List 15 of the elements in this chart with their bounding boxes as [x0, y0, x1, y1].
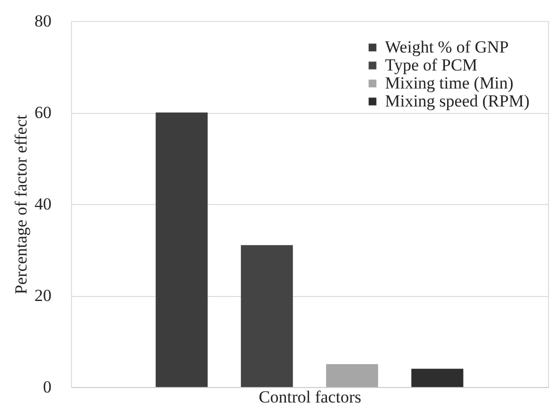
y-tick-label: 80 — [34, 12, 52, 30]
legend-label: Type of PCM — [385, 56, 478, 74]
bar — [411, 368, 464, 387]
y-tick-label: 60 — [34, 103, 52, 122]
y-axis-title: Percentage of factor effect — [12, 114, 30, 294]
y-tick-label: 0 — [43, 378, 52, 396]
legend-label: Weight % of GNP — [385, 38, 509, 56]
legend-label: Mixing speed (RPM) — [385, 92, 530, 110]
y-tick-label: 20 — [34, 286, 52, 305]
y-tick-label: 40 — [34, 194, 52, 214]
bar — [156, 112, 208, 387]
legend-label: Mixing time (Min) — [385, 74, 514, 92]
bar — [240, 245, 293, 387]
x-axis-title: Control factors — [258, 388, 362, 406]
bar — [326, 364, 378, 387]
